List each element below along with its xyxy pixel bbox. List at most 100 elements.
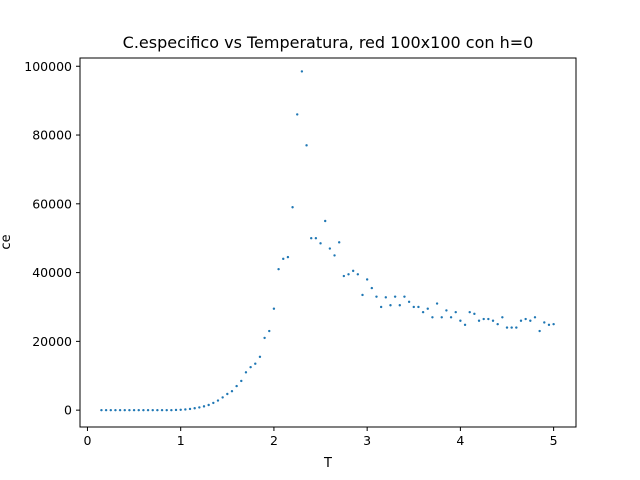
data-point [370,286,374,290]
data-point [393,295,397,298]
data-point [170,408,173,412]
data-point [501,316,504,319]
data-point [421,310,425,314]
data-point [188,407,192,411]
data-point [114,408,117,412]
data-point [300,70,304,73]
data-point [128,408,131,412]
data-point [249,365,252,369]
data-point [202,405,206,408]
data-point [272,307,276,310]
data-point [505,326,509,329]
y-tick-label: 20000 [32,334,72,349]
data-point [226,392,229,396]
data-point [100,408,103,412]
data-point [235,384,238,388]
data-point [426,307,429,310]
data-point [351,269,355,273]
data-point [529,319,532,322]
data-point [123,408,126,412]
data-point [543,321,546,324]
y-tick-label: 100000 [24,59,72,74]
data-point [216,399,220,402]
data-point [552,322,555,326]
data-point [533,316,537,319]
data-point [412,305,415,309]
data-point [454,310,457,314]
y-tick-label: 40000 [32,265,72,280]
data-point [482,317,485,321]
chart-title: C.especifico vs Temperatura, red 100x100… [123,33,534,52]
data-point [328,247,332,250]
data-point [109,408,112,412]
data-point [198,406,201,409]
data-point [165,408,168,412]
data-point [324,219,327,223]
data-point [477,319,481,322]
data-point [538,329,541,333]
data-point [146,408,150,412]
data-point [449,316,453,319]
data-point [207,403,210,407]
data-point [151,408,154,412]
data-point [305,144,308,147]
y-tick-label: 0 [64,403,72,418]
x-tick-label: 0 [83,433,91,448]
data-point [342,274,346,278]
data-point [240,379,243,383]
data-point [184,408,187,411]
y-axis-ticks: 0 20000 40000 60000 80000 100000 [24,59,80,418]
data-point [407,300,411,304]
data-point [379,305,383,309]
y-tick-label: 60000 [32,196,72,211]
data-point [286,255,290,259]
data-point [337,241,341,244]
data-point [468,310,471,314]
x-axis-ticks: 0 1 2 3 4 5 [83,427,558,448]
x-tick-label: 2 [270,433,278,448]
data-point [403,295,406,298]
data-point [160,408,164,412]
data-point [314,237,318,240]
data-point [193,407,196,410]
data-point [435,302,439,305]
data-point [221,396,224,399]
data-point [310,237,313,240]
data-point [398,304,401,307]
data-point [254,362,257,365]
x-tick-label: 3 [363,433,371,448]
data-point [296,113,299,116]
data-point [389,304,392,307]
data-point [417,305,420,309]
data-point [496,322,499,326]
data-point [244,371,248,374]
data-point [291,206,294,209]
data-point [132,408,136,412]
data-point [365,278,369,281]
data-points [100,70,555,412]
data-point [519,319,523,322]
data-point [142,408,145,412]
data-point [384,296,387,299]
data-point [174,408,178,412]
data-point [347,273,350,276]
data-point [547,323,551,327]
data-point [156,408,159,412]
y-tick-label: 80000 [32,128,72,143]
data-point [230,390,234,393]
data-point [487,317,490,321]
x-tick-label: 4 [456,433,464,448]
axes-frame [79,57,577,428]
data-point [104,408,108,412]
data-point [524,317,527,321]
data-point [212,401,215,405]
x-tick-label: 1 [177,433,185,448]
data-point [282,257,285,261]
data-point [118,408,122,412]
data-point [491,319,495,322]
x-axis-label: T [323,456,332,471]
data-point [361,293,364,297]
data-point [258,355,262,359]
